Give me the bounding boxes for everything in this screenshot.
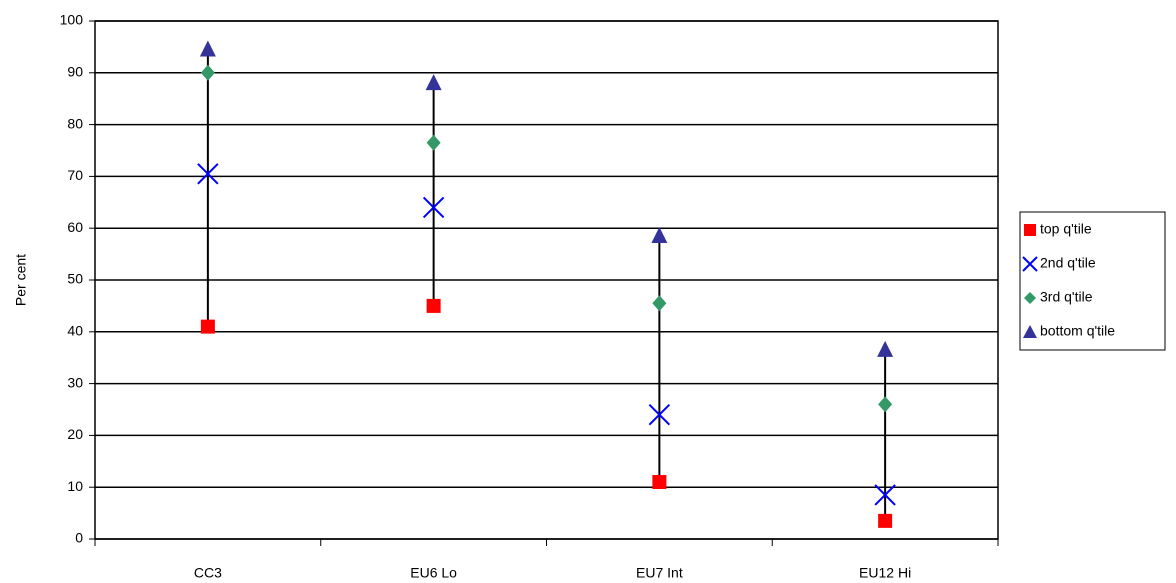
marker: [648, 403, 671, 426]
x-tick-label: EU6 Lo: [410, 565, 457, 581]
y-tick-label: 20: [67, 426, 83, 442]
x-tick-label: CC3: [194, 565, 222, 581]
y-tick-label: 60: [67, 219, 83, 235]
x-tick-label: EU12 Hi: [859, 565, 911, 581]
marker: [652, 475, 667, 490]
legend-label: bottom q'tile: [1040, 323, 1115, 339]
marker: [425, 74, 442, 91]
legend-label: 3rd q'tile: [1040, 289, 1093, 305]
legend-marker: [1023, 325, 1037, 338]
y-tick-label: 10: [67, 478, 83, 494]
marker: [874, 484, 896, 506]
y-axis-label: Per cent: [13, 254, 29, 306]
y-tick-label: 30: [67, 374, 83, 390]
marker: [878, 396, 893, 413]
y-tick-label: 50: [67, 271, 83, 287]
marker: [422, 196, 445, 219]
marker: [200, 319, 215, 334]
legend-marker: [1022, 256, 1038, 272]
legend-box: [1019, 211, 1166, 351]
marker: [199, 40, 216, 57]
y-tick-label: 100: [60, 12, 84, 28]
marker: [878, 513, 893, 528]
legend-label: 2nd q'tile: [1040, 255, 1096, 271]
legend-label: top q'tile: [1040, 221, 1092, 237]
marker: [426, 298, 441, 313]
marker: [197, 163, 219, 185]
marker: [426, 134, 441, 151]
y-tick-label: 40: [67, 323, 83, 339]
x-tick-label: EU7 Int: [636, 565, 683, 581]
legend-marker: [1024, 224, 1036, 236]
marker: [652, 295, 667, 312]
y-tick-label: 90: [67, 64, 83, 80]
y-tick-label: 80: [67, 115, 83, 131]
y-tick-label: 70: [67, 167, 83, 183]
legend-marker: [1024, 292, 1036, 304]
y-tick-label: 0: [75, 530, 83, 546]
marker: [651, 226, 668, 243]
marker: [200, 64, 215, 81]
marker: [877, 340, 894, 357]
